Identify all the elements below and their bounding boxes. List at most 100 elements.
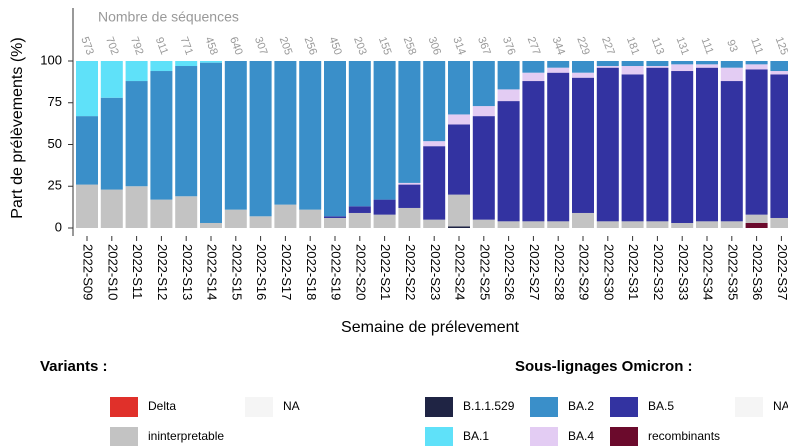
bar-segment xyxy=(522,221,545,228)
x-tick-label: 2022-S31 xyxy=(626,244,641,300)
bar-segment xyxy=(423,141,446,147)
bar-segment xyxy=(175,196,198,228)
legend-label: BA.2 xyxy=(568,399,594,413)
x-tick-label: 2022-S36 xyxy=(750,244,765,300)
x-axis-title: Semaine de prélevement xyxy=(341,319,519,336)
bar-segment xyxy=(472,106,495,117)
bar-segment xyxy=(547,61,570,68)
count: 93 xyxy=(724,38,739,54)
count: 344 xyxy=(550,35,568,56)
bar-segment xyxy=(175,66,198,197)
bar-segment xyxy=(175,61,198,67)
bar-segment xyxy=(646,66,669,68)
bar-segment xyxy=(448,114,470,125)
x-tick-label: 2022-S27 xyxy=(527,244,542,300)
y-tick-label: 0 xyxy=(55,219,62,234)
count: 911 xyxy=(153,36,170,57)
bar-segment xyxy=(324,217,346,228)
legend-label: B.1.1.529 xyxy=(463,399,515,413)
count: 367 xyxy=(475,35,493,56)
bar-segment xyxy=(745,214,768,223)
bar-segment xyxy=(448,194,470,227)
bar-segment xyxy=(472,219,495,228)
bar-segment xyxy=(770,74,788,218)
x-tick-label: 2022-S13 xyxy=(180,244,195,300)
bar-segment xyxy=(696,61,718,65)
x-tick-label: 2022-S25 xyxy=(477,244,492,300)
bar-segment xyxy=(671,222,694,228)
bar-segment xyxy=(274,61,297,205)
count: 702 xyxy=(103,35,121,56)
x-tick-label: 2022-S30 xyxy=(601,244,616,300)
bar-segment xyxy=(646,61,669,67)
x-tick-label: 2022-S09 xyxy=(81,244,96,300)
bar-segment xyxy=(621,74,644,222)
x-tick-label: 2022-S26 xyxy=(502,244,517,300)
bar-segment xyxy=(770,71,788,75)
legend-label: BA.5 xyxy=(648,399,674,413)
bar-segment xyxy=(125,81,148,187)
bar-segment xyxy=(76,116,98,185)
bar-segment xyxy=(522,61,545,73)
bar-segment xyxy=(398,207,421,228)
count: 131 xyxy=(674,35,692,56)
bar-segment xyxy=(200,61,222,63)
x-tick-label: 2022-S10 xyxy=(105,244,120,300)
bar-segment xyxy=(547,72,570,222)
bar-segment xyxy=(497,221,520,228)
bar-segment xyxy=(696,67,718,222)
count: 573 xyxy=(78,35,96,56)
bar-segment xyxy=(423,146,446,220)
count: 792 xyxy=(128,35,146,56)
count: 111 xyxy=(748,36,765,56)
y-tick-label: 25 xyxy=(48,178,62,193)
bar-segment xyxy=(522,81,545,222)
count-label: Nombre de séquences xyxy=(98,9,239,25)
count: 181 xyxy=(624,35,642,56)
legend-swatch xyxy=(425,397,453,417)
legend-title: Sous-lignages Omicron : xyxy=(515,358,693,375)
bar-segment xyxy=(373,61,396,200)
bar-segment xyxy=(770,61,788,72)
legend-swatch xyxy=(530,397,558,417)
bar-segment xyxy=(646,221,669,228)
x-tick-label: 2022-S20 xyxy=(353,244,368,300)
bar-segment xyxy=(200,222,222,228)
x-tick-label: 2022-S34 xyxy=(701,244,716,300)
count: 277 xyxy=(525,35,543,56)
bar-segment xyxy=(720,67,743,82)
bar-segment xyxy=(745,61,768,65)
legend-title: Variants : xyxy=(40,358,108,375)
bar-segment xyxy=(596,61,619,67)
bar-segment xyxy=(100,97,123,190)
bar-segment xyxy=(696,64,718,68)
bar-segment xyxy=(100,61,123,98)
x-tick-label: 2022-S18 xyxy=(304,244,319,300)
bar-segment xyxy=(745,69,768,215)
bar-segment xyxy=(621,66,644,75)
bar-segment xyxy=(448,226,470,228)
bar-segment xyxy=(373,199,396,215)
bar-segment xyxy=(572,212,594,228)
bar-segment xyxy=(348,206,371,213)
count: 125 xyxy=(773,35,788,56)
bar-segment xyxy=(596,67,619,222)
count: 205 xyxy=(277,35,295,56)
count: 258 xyxy=(401,35,419,56)
count: 256 xyxy=(302,35,320,56)
count: 314 xyxy=(450,35,468,56)
legend-swatch xyxy=(425,427,453,446)
count: 640 xyxy=(227,35,245,56)
bar-segment xyxy=(770,217,788,228)
bar-segment xyxy=(76,184,98,228)
bar-segment xyxy=(398,184,421,208)
bar-segment xyxy=(224,209,247,228)
bar-segment xyxy=(720,61,743,68)
x-tick-label: 2022-S22 xyxy=(403,244,418,300)
x-tick-label: 2022-S28 xyxy=(552,244,567,300)
bar-segment xyxy=(348,61,371,207)
x-tick-label: 2022-S19 xyxy=(329,244,344,300)
bar-segment xyxy=(398,61,421,183)
bar-segment xyxy=(596,221,619,228)
x-tick-label: 2022-S29 xyxy=(577,244,592,300)
